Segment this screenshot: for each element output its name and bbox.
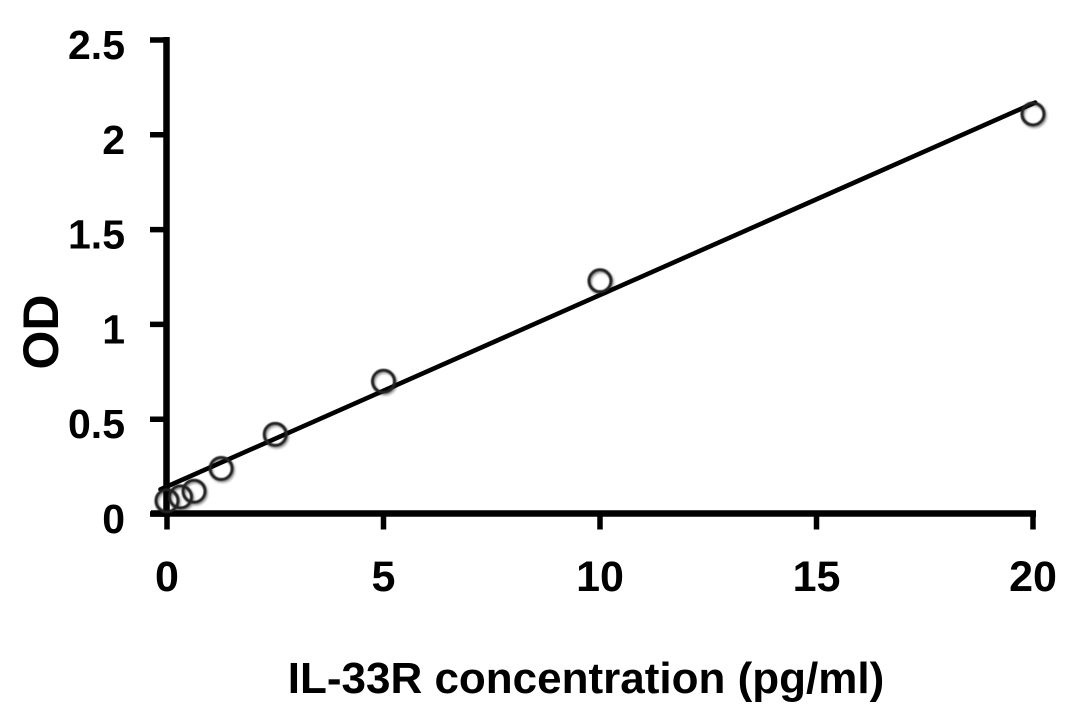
data-point-marker bbox=[181, 478, 207, 504]
x-tick-label: 10 bbox=[576, 553, 624, 601]
y-tick-label: 2 bbox=[102, 117, 125, 163]
axes bbox=[150, 37, 1036, 530]
tick-labels: 0 0.5 1 1.5 2 2.5 0 5 10 15 20 bbox=[68, 22, 1057, 601]
y-tick-label: 0.5 bbox=[68, 401, 125, 447]
data-point-marker bbox=[208, 455, 234, 481]
data-point-marker bbox=[168, 484, 194, 510]
y-tick-label: 1 bbox=[102, 306, 125, 352]
x-tick-label: 15 bbox=[793, 553, 841, 601]
data-points-layer bbox=[154, 101, 1046, 514]
x-tick-label: 0 bbox=[155, 553, 179, 601]
y-tick-label: 0 bbox=[102, 496, 125, 542]
trendline-layer bbox=[158, 100, 1038, 492]
data-point-marker bbox=[262, 421, 288, 447]
data-point-marker bbox=[154, 488, 180, 514]
data-point-marker bbox=[587, 268, 613, 294]
x-axis-title: IL-33R concentration (pg/ml) bbox=[288, 654, 884, 703]
data-point-marker bbox=[371, 368, 396, 394]
y-tick-label: 2.5 bbox=[68, 22, 125, 68]
trendline bbox=[158, 100, 1038, 492]
y-axis-title: OD bbox=[13, 295, 69, 370]
x-tick-label: 5 bbox=[372, 553, 396, 601]
x-tick-label: 20 bbox=[1009, 553, 1057, 601]
y-tick-label: 1.5 bbox=[68, 212, 125, 258]
data-point-marker bbox=[1020, 101, 1046, 127]
